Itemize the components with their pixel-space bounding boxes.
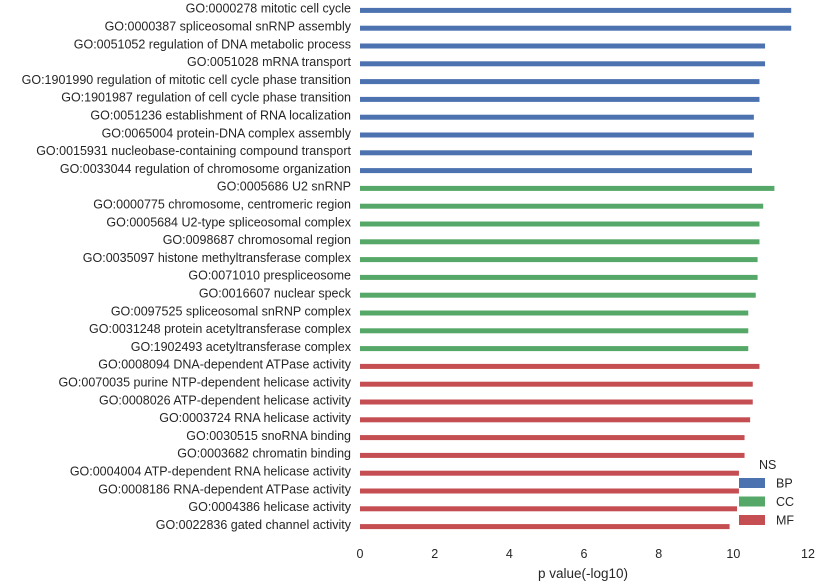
bar (360, 470, 739, 476)
bar (360, 25, 792, 31)
legend-label: MF (776, 514, 794, 528)
y-tick-label: GO:0030515 snoRNA binding (186, 429, 351, 443)
y-tick-label: GO:0005684 U2-type spliceosomal complex (106, 215, 351, 229)
legend-swatch (739, 496, 765, 507)
bars-layer (360, 7, 792, 530)
bar (360, 292, 756, 298)
y-tick-label: GO:0051052 regulation of DNA metabolic p… (74, 37, 351, 51)
legend: NS BP CC MF (739, 458, 794, 528)
bar (360, 363, 760, 369)
bar (360, 310, 749, 316)
bar (360, 381, 753, 387)
bar (360, 221, 760, 227)
y-tick-label: GO:0022836 gated channel activity (156, 518, 352, 532)
bar (360, 185, 775, 191)
y-tick-label: GO:0008026 ATP-dependent helicase activi… (99, 393, 352, 407)
x-tick-label: 6 (581, 547, 588, 561)
y-tick-label: GO:0008186 RNA-dependent ATPase activity (98, 482, 351, 496)
x-tick-labels: 0 2 4 6 8 10 12 (357, 547, 815, 561)
y-tick-label: GO:0004004 ATP-dependent RNA helicase ac… (70, 464, 352, 478)
y-tick-label: GO:1902493 acetyltransferase complex (131, 340, 352, 354)
y-tick-label: GO:0033044 regulation of chromosome orga… (60, 162, 351, 176)
bar (360, 79, 760, 85)
bar (360, 452, 745, 458)
y-tick-label: GO:1901990 regulation of mitotic cell cy… (22, 73, 351, 87)
x-tick-label: 2 (431, 547, 438, 561)
y-tick-label: GO:0003682 chromatin binding (177, 447, 351, 461)
y-tick-labels: GO:0000278 mitotic cell cycle GO:0000387 … (22, 2, 352, 532)
legend-label: CC (776, 495, 794, 509)
y-tick-label: GO:0051028 mRNA transport (187, 55, 351, 69)
y-tick-label: GO:0000387 spliceosomal snRNP assembly (105, 19, 352, 33)
y-tick-label: GO:0071010 prespliceosome (188, 269, 351, 283)
y-tick-label: GO:0070035 purine NTP-dependent helicase… (58, 375, 351, 389)
x-tick-label: 4 (506, 547, 513, 561)
bar (360, 435, 745, 441)
y-tick-label: GO:0015931 nucleobase-containing compoun… (36, 144, 351, 158)
bar (360, 132, 754, 138)
bar (360, 399, 753, 405)
legend-title: NS (759, 458, 776, 472)
bar (360, 257, 758, 263)
y-tick-label: GO:0008094 DNA-dependent ATPase activity (98, 358, 351, 372)
y-tick-label: GO:0065004 protein-DNA complex assembly (102, 126, 352, 140)
bar (360, 61, 766, 67)
bar (360, 168, 752, 174)
legend-swatch (739, 478, 765, 488)
bar (360, 239, 760, 245)
y-tick-label: GO:0004386 helicase activity (188, 500, 351, 514)
x-axis-label: p value(-log10) (538, 566, 628, 581)
y-tick-label: GO:0003724 RNA helicase activity (159, 411, 352, 425)
y-tick-label: GO:1901987 regulation of cell cycle phas… (61, 91, 351, 105)
bar (360, 346, 749, 352)
x-tick-label: 12 (801, 547, 815, 561)
legend-swatch (739, 515, 765, 525)
y-tick-label: GO:0097525 spliceosomal snRNP complex (111, 304, 352, 318)
y-tick-label: GO:0031248 protein acetyltransferase com… (89, 322, 352, 336)
bar (360, 114, 754, 120)
bar (360, 150, 752, 156)
y-tick-label: GO:0051236 establishment of RNA localiza… (90, 108, 351, 122)
x-tick-label: 0 (357, 547, 364, 561)
y-tick-label: GO:0000775 chromosome, centromeric regio… (93, 197, 351, 211)
bar (360, 96, 760, 102)
legend-label: BP (776, 477, 793, 491)
x-tick-label: 10 (726, 547, 740, 561)
bar (360, 328, 749, 334)
bar (360, 43, 766, 49)
y-tick-label: GO:0098687 chromosomal region (163, 233, 351, 247)
bar (360, 488, 739, 494)
y-tick-label: GO:0016607 nuclear speck (199, 286, 352, 300)
bar (360, 7, 792, 13)
y-tick-label: GO:0000278 mitotic cell cycle (186, 2, 351, 16)
bar (360, 506, 738, 512)
bar (360, 417, 751, 423)
y-tick-label: GO:0005686 U2 snRNP (217, 180, 351, 194)
x-tick-label: 8 (655, 547, 662, 561)
bar (360, 524, 730, 530)
bar (360, 274, 758, 280)
y-tick-label: GO:0035097 histone methyltransferase com… (83, 251, 352, 265)
bar (360, 203, 764, 209)
